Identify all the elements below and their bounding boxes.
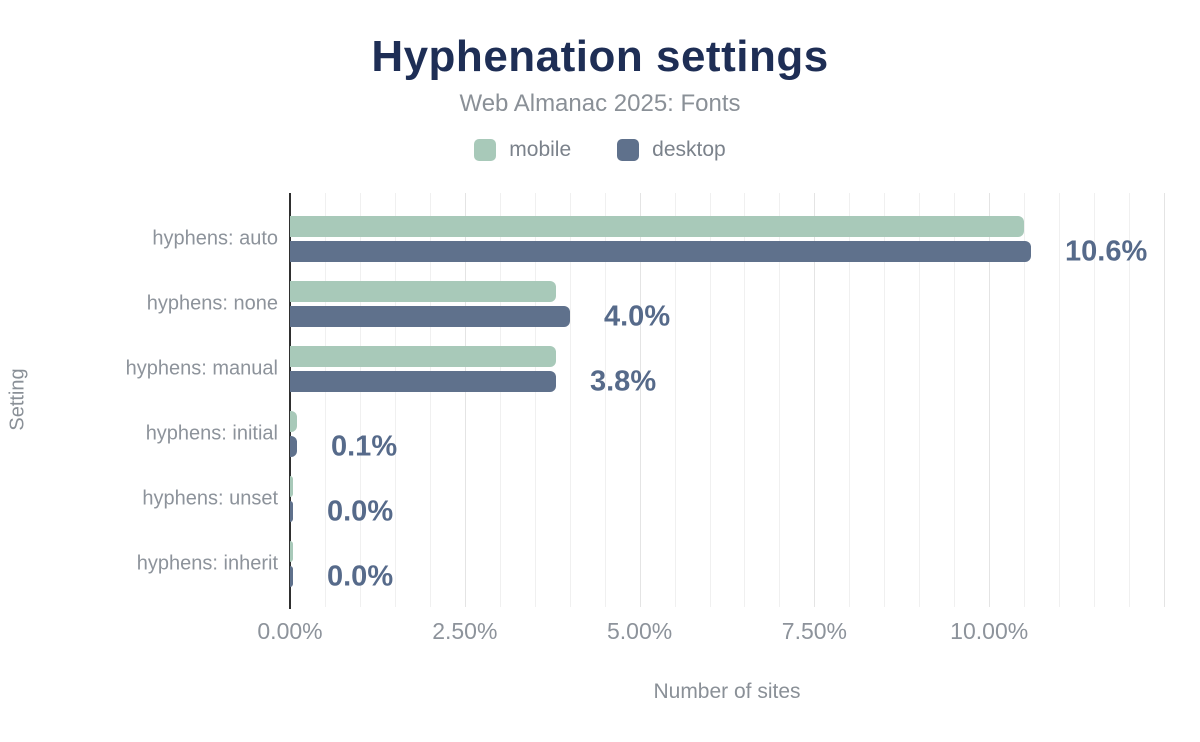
legend-swatch-desktop	[617, 139, 640, 161]
bar-mobile-5	[290, 476, 293, 497]
value-label-3: 3.8%	[590, 365, 657, 397]
minor-gridline	[360, 193, 361, 607]
minor-gridline	[500, 193, 501, 607]
legend-item-mobile[interactable]: mobile	[474, 138, 571, 162]
bar-mobile-1	[290, 216, 1024, 237]
bar-desktop-2	[290, 306, 570, 327]
x-tick-label: 7.50%	[781, 618, 847, 644]
minor-gridline	[430, 193, 431, 607]
x-tick-label: 5.00%	[606, 618, 673, 644]
bar-mobile-4	[290, 411, 297, 432]
bar-desktop-3	[290, 371, 556, 392]
minor-gridline	[710, 193, 711, 607]
legend-label: mobile	[509, 138, 572, 161]
minor-gridline	[1024, 193, 1025, 607]
bar-mobile-6	[290, 541, 293, 562]
x-axis-title: Number of sites	[653, 680, 801, 703]
major-gridline	[640, 193, 641, 607]
legend-swatch-mobile	[474, 139, 497, 161]
plot-area	[289, 193, 1165, 609]
legend-item-desktop[interactable]: desktop	[617, 138, 726, 162]
minor-gridline	[535, 193, 536, 607]
value-label-4: 0.1%	[331, 430, 398, 462]
value-label-5: 0.0%	[327, 495, 394, 527]
minor-gridline	[849, 193, 850, 607]
minor-gridline	[1059, 193, 1060, 607]
minor-gridline	[779, 193, 780, 607]
y-axis-title: Setting	[6, 368, 29, 431]
category-label-2: hyphens: none	[146, 292, 278, 315]
category-label-3: hyphens: manual	[125, 357, 278, 380]
minor-gridline	[675, 193, 676, 607]
chart-title: Hyphenation settings	[371, 32, 829, 81]
minor-gridline	[884, 193, 885, 607]
minor-gridline	[1129, 193, 1130, 607]
value-label-2: 4.0%	[604, 300, 671, 332]
x-tick-label: 10.00%	[950, 618, 1029, 644]
major-gridline	[465, 193, 466, 607]
category-label-4: hyphens: initial	[145, 422, 278, 445]
legend: mobile desktop	[0, 138, 1200, 162]
x-tick-label: 0.00%	[257, 618, 323, 644]
major-gridline	[989, 193, 990, 607]
x-tick-label: 2.50%	[432, 618, 498, 644]
category-label-5: hyphens: unset	[142, 487, 278, 510]
value-label-6: 0.0%	[327, 560, 394, 592]
bar-mobile-3	[290, 346, 556, 367]
bar-desktop-4	[290, 436, 297, 457]
bar-desktop-5	[290, 501, 293, 522]
minor-gridline	[325, 193, 326, 607]
bar-mobile-2	[290, 281, 556, 302]
major-gridline	[814, 193, 815, 607]
minor-gridline	[954, 193, 955, 607]
chart-subtitle: Web Almanac 2025: Fonts	[459, 90, 741, 117]
minor-gridline	[570, 193, 571, 607]
y-axis-line	[289, 193, 291, 609]
bar-desktop-1	[290, 241, 1031, 262]
major-gridline	[1164, 193, 1165, 607]
minor-gridline	[744, 193, 745, 607]
minor-gridline	[605, 193, 606, 607]
value-label-1: 10.6%	[1065, 235, 1148, 267]
legend-label: desktop	[652, 138, 726, 161]
bar-desktop-6	[290, 566, 293, 587]
category-label-1: hyphens: auto	[152, 227, 278, 250]
minor-gridline	[1094, 193, 1095, 607]
minor-gridline	[919, 193, 920, 607]
category-label-6: hyphens: inherit	[136, 552, 278, 575]
minor-gridline	[395, 193, 396, 607]
